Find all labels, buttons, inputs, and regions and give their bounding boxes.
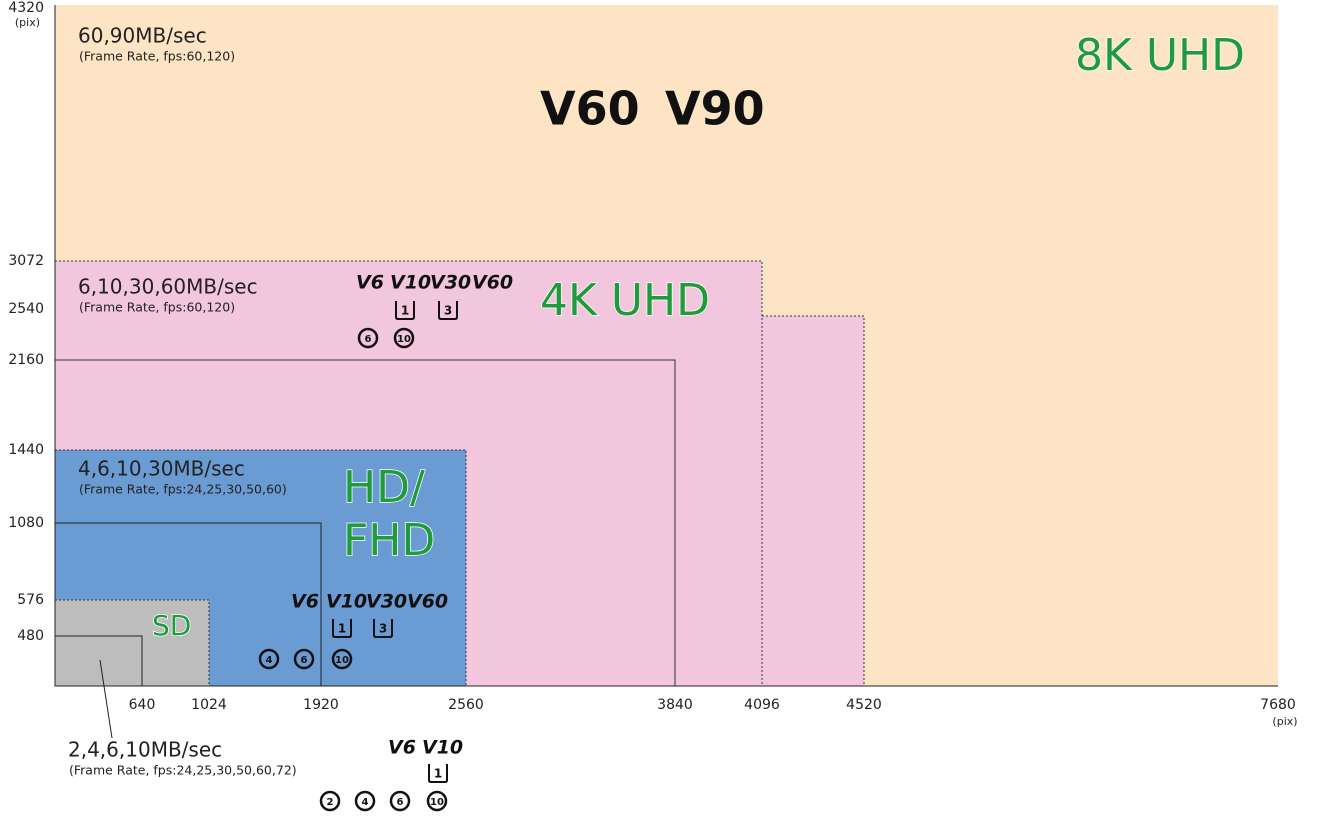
y-tick-label: 1440: [8, 442, 44, 458]
video-class: V6: [356, 272, 384, 294]
x-tick-label: 1920: [303, 697, 339, 713]
uhs-class: 3: [379, 622, 387, 636]
uhs-icon: [428, 764, 448, 783]
x-tick-label: 4096: [744, 697, 780, 713]
y-tick-label: 2540: [8, 301, 44, 317]
speed-class: 6: [397, 797, 404, 808]
speed-class: 6: [301, 655, 308, 666]
video-class: V60: [407, 591, 448, 613]
speed-class: 6: [365, 334, 372, 345]
y-tick-label: 576: [17, 592, 44, 608]
class-icon: [258, 648, 280, 670]
x-tick-label: 4520: [846, 697, 882, 713]
y-tick-label: 2160: [8, 352, 44, 368]
y-tick-label: 480: [17, 628, 44, 644]
video-class: V60: [540, 82, 640, 136]
class-icon: [357, 327, 379, 349]
video-class: V10: [326, 591, 367, 613]
speed: 4,6,10,30MB/sec: [78, 457, 245, 481]
speed: 2,4,6,10MB/sec: [68, 738, 222, 762]
x-tick-label: 7680: [1260, 697, 1296, 713]
frame-rate-note: (Frame Rate, fps:60,120): [79, 49, 235, 64]
uhs-icon: [395, 301, 415, 320]
y-unit: (pix): [15, 16, 40, 29]
y-tick-label: 1080: [8, 515, 44, 531]
y-tick-label: 3072: [8, 253, 44, 269]
y-tick-label: 4320: [8, 0, 44, 16]
region-sd: [54, 599, 210, 687]
uhs-icon: [438, 301, 458, 320]
speed-class: 4: [266, 655, 273, 666]
frame-rate-note: (Frame Rate, fps:60,120): [79, 300, 235, 315]
video-class: V30: [366, 591, 407, 613]
uhs-class: 3: [444, 304, 452, 318]
class-icon: [393, 327, 415, 349]
x-tick-label: 2560: [448, 697, 484, 713]
video-class: V30: [430, 272, 471, 294]
x-unit: (pix): [1272, 715, 1297, 728]
frame-rate-note: (Frame Rate, fps:24,25,30,50,60,72): [69, 763, 297, 778]
pointer: [99, 659, 113, 739]
uhs-icon: [332, 619, 352, 638]
video-class: V6: [291, 591, 319, 613]
format-label: 4K UHD: [540, 275, 710, 326]
x-tick-label: 640: [129, 697, 156, 713]
format-label: 8K UHD: [1075, 30, 1245, 81]
video-class: V10: [422, 737, 463, 759]
class-icon: [389, 790, 411, 812]
class-icon: [354, 790, 376, 812]
uhs-class: 1: [434, 767, 442, 781]
x-tick-label: 3840: [657, 697, 693, 713]
format-label: FHD: [343, 515, 435, 566]
video-class: V60: [472, 272, 513, 294]
uhs-class: 1: [401, 304, 409, 318]
frame-rate-note: (Frame Rate, fps:24,25,30,50,60): [79, 482, 287, 497]
uhs-class: 1: [338, 622, 346, 636]
class-icon: [319, 790, 341, 812]
speed-class: 10: [397, 334, 411, 345]
format-label: HD/: [343, 462, 425, 513]
speed-class: 2: [327, 797, 334, 808]
class-icon: [331, 648, 353, 670]
speed: 60,90MB/sec: [78, 24, 207, 48]
speed-class: 10: [430, 797, 444, 808]
region-4520: [761, 315, 865, 687]
uhs-icon: [373, 619, 393, 638]
video-class: V10: [390, 272, 431, 294]
speed: 6,10,30,60MB/sec: [78, 275, 258, 299]
class-icon: [426, 790, 448, 812]
x-tick-label: 1024: [191, 697, 227, 713]
video-class: V6: [388, 737, 416, 759]
class-icon: [293, 648, 315, 670]
speed-class: 10: [335, 655, 349, 666]
video-class: V90: [665, 82, 765, 136]
speed-class: 4: [362, 797, 369, 808]
format-label: SD: [152, 609, 191, 642]
